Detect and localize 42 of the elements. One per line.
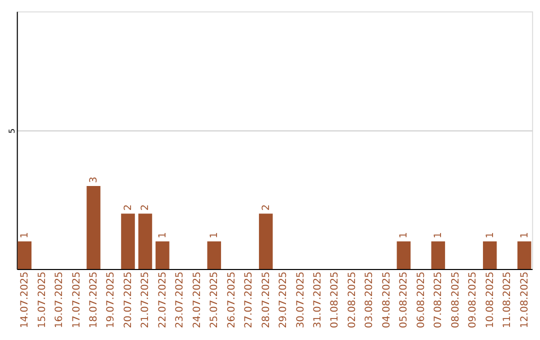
data-label: 1 (519, 232, 530, 238)
x-tick-label: 21.07.2025 (140, 272, 152, 328)
x-tick-label: 03.08.2025 (364, 272, 376, 328)
x-tick-label: 05.08.2025 (398, 272, 410, 328)
x-tick-label: 25.07.2025 (209, 272, 220, 328)
x-tick-label: 17.07.2025 (71, 272, 82, 328)
x-tick-label: 04.08.2025 (381, 272, 392, 328)
data-label: 1 (209, 232, 220, 238)
data-label: 3 (88, 176, 100, 183)
x-tick-label: 20.07.2025 (122, 272, 134, 328)
x-tick-label: 22.07.2025 (157, 272, 168, 328)
x-tick-label: 27.07.2025 (244, 272, 255, 328)
x-tick-label: 19.07.2025 (106, 272, 117, 328)
x-tick-label: 08.08.2025 (450, 272, 462, 328)
x-tick-label: 14.07.2025 (20, 272, 31, 328)
x-tick-label: 24.07.2025 (192, 272, 203, 328)
x-tick-label: 11.08.2025 (502, 272, 514, 328)
data-label: 2 (140, 204, 152, 211)
data-label: 2 (122, 204, 134, 211)
data-label: 1 (398, 232, 410, 238)
data-label: 2 (260, 204, 272, 211)
x-tick-label: 06.08.2025 (416, 272, 427, 328)
x-tick-label: 16.07.2025 (54, 272, 66, 328)
x-tick-label: 12.08.2025 (519, 272, 530, 328)
x-tick-label: 31.07.2025 (312, 272, 324, 328)
x-tick-label: 23.07.2025 (174, 272, 186, 328)
x-tick-label: 15.07.2025 (36, 272, 48, 328)
x-tick-label: 30.07.2025 (295, 272, 306, 328)
y-tick-label: 5 (7, 128, 16, 134)
x-tick-label: 29.07.2025 (278, 272, 290, 328)
data-label: 1 (484, 232, 496, 238)
data-label: 1 (433, 232, 444, 238)
x-tick-label: 28.07.2025 (260, 272, 272, 328)
x-tick-label: 02.08.2025 (346, 272, 358, 328)
x-tick-label: 01.08.2025 (330, 272, 341, 328)
x-tick-label: 26.07.2025 (226, 272, 238, 328)
x-tick-label: 07.08.2025 (433, 272, 444, 328)
x-tick-label: 10.08.2025 (484, 272, 496, 328)
x-tick-label: 18.07.2025 (88, 272, 100, 328)
x-tick-label: 09.08.2025 (468, 272, 479, 328)
data-label: 1 (157, 232, 168, 238)
data-label: 1 (20, 232, 31, 238)
